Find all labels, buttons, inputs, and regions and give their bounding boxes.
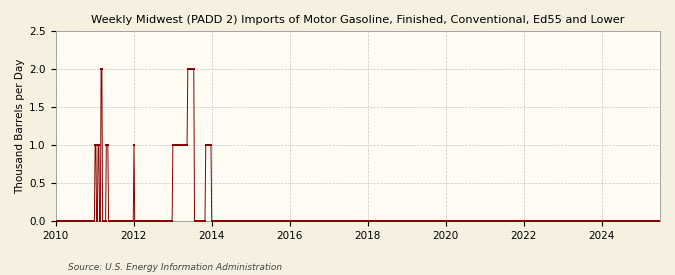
Y-axis label: Thousand Barrels per Day: Thousand Barrels per Day [15,59,25,194]
Text: Source: U.S. Energy Information Administration: Source: U.S. Energy Information Administ… [68,263,281,272]
Title: Weekly Midwest (PADD 2) Imports of Motor Gasoline, Finished, Conventional, Ed55 : Weekly Midwest (PADD 2) Imports of Motor… [91,15,624,25]
